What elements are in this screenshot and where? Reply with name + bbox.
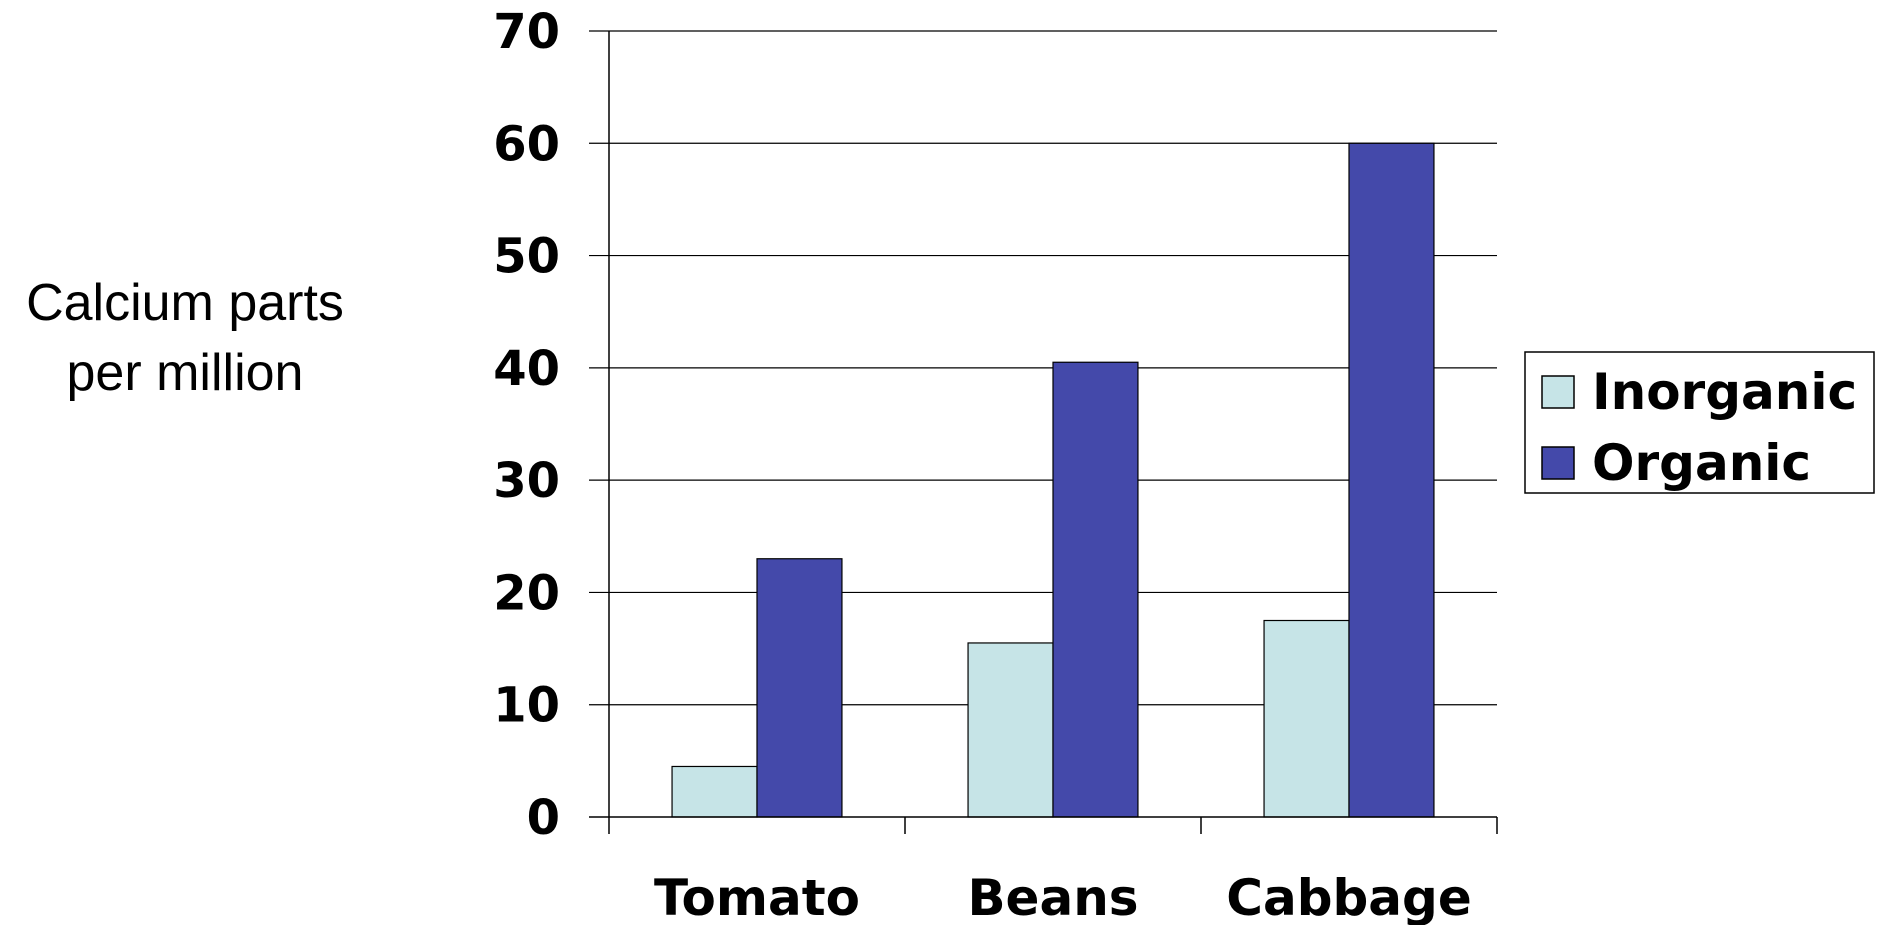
y-tick-label: 30 xyxy=(493,453,560,509)
y-tick-label: 40 xyxy=(493,341,560,397)
y-tick-labels: 0 10 20 30 40 50 60 70 xyxy=(493,4,560,846)
y-tick-label: 0 xyxy=(527,790,560,846)
y-tick-label: 60 xyxy=(493,116,560,172)
x-category-label: Cabbage xyxy=(1226,869,1471,925)
y-tick-label: 50 xyxy=(493,229,560,285)
grid-lines xyxy=(589,30,1497,706)
y-axis-label-line-2: per million xyxy=(67,344,304,402)
y-tick-label: 10 xyxy=(493,678,560,734)
bars xyxy=(671,142,1435,818)
legend-box xyxy=(1524,351,1875,494)
legend-swatch-inorganic xyxy=(1541,375,1575,409)
y-axis-label-line-1: Calcium parts xyxy=(26,274,344,332)
axes xyxy=(589,31,1498,834)
bar-organic-cabbage xyxy=(1348,142,1435,818)
legend-label-inorganic: Inorganic xyxy=(1592,363,1857,421)
bar-inorganic-cabbage xyxy=(1263,619,1350,818)
y-axis-label: Calcium parts per million xyxy=(26,274,344,402)
bar-organic-tomato xyxy=(756,558,843,818)
bar-inorganic-beans xyxy=(967,642,1054,818)
legend-label-organic: Organic xyxy=(1592,434,1811,492)
bar-inorganic-tomato xyxy=(671,765,758,818)
y-tick-label: 70 xyxy=(493,4,560,60)
legend: Inorganic Organic xyxy=(1524,351,1875,494)
bar-organic-beans xyxy=(1052,361,1139,818)
legend-swatch-organic xyxy=(1541,446,1575,480)
x-category-label: Beans xyxy=(967,869,1138,925)
y-tick-label: 20 xyxy=(493,565,560,621)
x-category-label: Tomato xyxy=(654,869,860,925)
x-category-labels: Tomato Beans Cabbage xyxy=(654,869,1472,925)
